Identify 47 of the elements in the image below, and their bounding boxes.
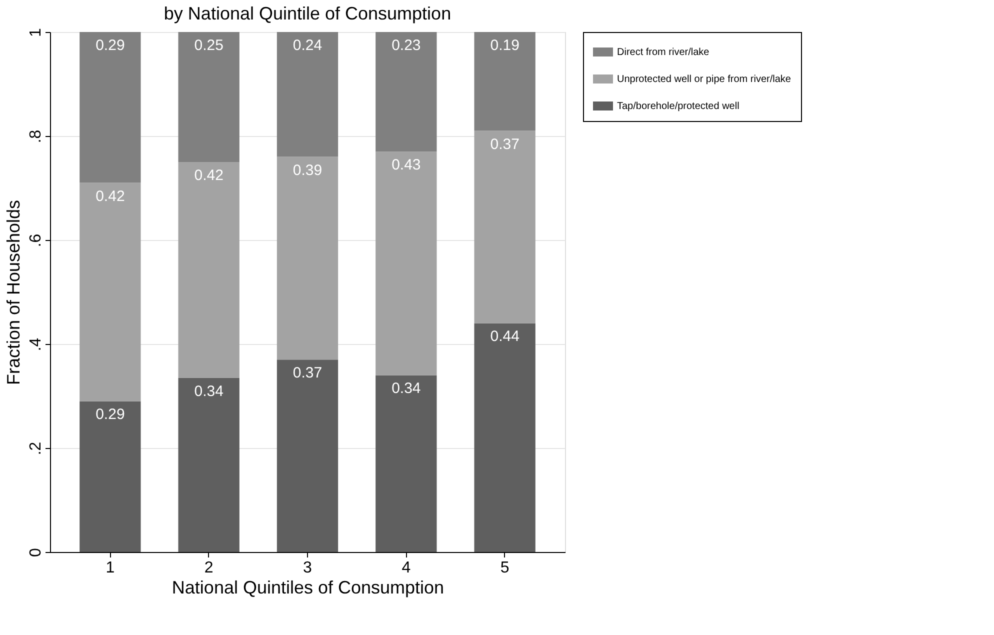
bar	[80, 182, 141, 402]
x-axis-title: National Quintiles of Consumption	[172, 578, 444, 598]
data-label: 0.42	[96, 188, 125, 205]
y-tick-label: .2	[28, 442, 44, 456]
x-tick-label: 2	[204, 560, 214, 576]
bar	[80, 401, 141, 552]
data-label: 0.44	[490, 328, 520, 346]
y-tick-label: .8	[28, 130, 44, 144]
bar	[474, 32, 536, 131]
data-label: 0.34	[194, 382, 224, 400]
data-label: 0.25	[194, 37, 224, 54]
bar	[276, 360, 338, 552]
bar	[178, 162, 240, 378]
data-label: 0.43	[392, 156, 421, 174]
data-label: 0.29	[96, 37, 125, 54]
legend-label: Unprotected well or pipe from river/lake	[617, 74, 792, 85]
data-label: 0.19	[490, 37, 520, 54]
chart-title: by National Quintile of Consumption	[164, 4, 452, 24]
y-tick-label: .4	[28, 338, 44, 352]
y-tick-label: 1	[28, 28, 44, 37]
data-label: 0.24	[292, 37, 322, 54]
y-tick-label: .6	[28, 234, 44, 248]
data-label: 0.37	[490, 136, 520, 153]
bar	[80, 32, 141, 183]
bar	[376, 32, 437, 152]
data-label: 0.34	[392, 380, 421, 398]
bar	[178, 378, 240, 552]
legend-label: Direct from river/lake	[617, 47, 710, 58]
bar	[178, 32, 240, 162]
x-tick-label: 1	[106, 560, 115, 576]
bar	[376, 375, 437, 552]
bar	[474, 323, 536, 552]
y-axis-title: Fraction of Households	[4, 200, 24, 386]
bar	[474, 130, 536, 324]
y-tick-label: 0	[28, 548, 44, 557]
data-label: 0.42	[194, 167, 224, 184]
legend-label: Tap/borehole/protected well	[617, 101, 740, 112]
data-label: 0.39	[292, 162, 322, 179]
bar	[276, 156, 338, 360]
x-tick-label: 5	[500, 560, 510, 576]
data-label: 0.37	[292, 364, 322, 382]
data-label: 0.23	[392, 37, 421, 54]
bar	[276, 32, 338, 157]
x-tick-label: 3	[303, 560, 312, 576]
x-tick-label: 4	[402, 560, 411, 576]
bar	[376, 152, 437, 376]
data-label: 0.29	[96, 406, 125, 424]
